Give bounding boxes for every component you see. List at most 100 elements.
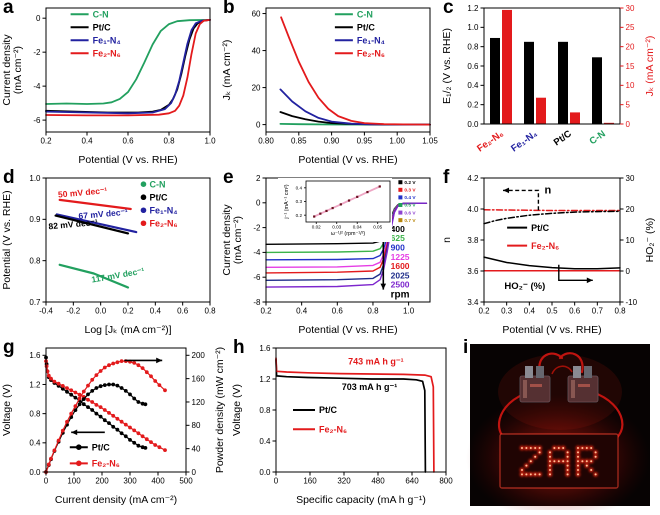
svg-text:0.02: 0.02: [312, 225, 321, 230]
svg-text:Potential (V vs. RHE): Potential (V vs. RHE): [502, 324, 601, 336]
svg-text:0.85: 0.85: [291, 137, 307, 146]
svg-text:-6: -6: [253, 273, 261, 282]
svg-text:0: 0: [44, 477, 49, 486]
svg-text:20: 20: [252, 83, 261, 92]
svg-text:0.2: 0.2: [260, 307, 272, 316]
series-Fe₂-N₆: [45, 18, 211, 117]
svg-text:703 mA h g⁻¹: 703 mA h g⁻¹: [342, 382, 397, 392]
svg-text:0: 0: [626, 267, 631, 276]
svg-text:1.2: 1.2: [467, 4, 479, 13]
panel-label-h: h: [233, 337, 245, 358]
svg-text:C-N: C-N: [93, 9, 109, 19]
svg-text:3.6: 3.6: [467, 267, 479, 276]
svg-text:400: 400: [151, 477, 165, 486]
plot-g: 0 100 200 300 400 500 0.0 0.4 0.8 1.2 1.6 0 40 80 120 1…: [1, 347, 226, 506]
svg-text:Potential (V vs. RHE): Potential (V vs. RHE): [298, 154, 397, 166]
panel-label-f: f: [443, 167, 450, 188]
svg-text:160: 160: [303, 477, 317, 486]
svg-text:Voltage (V): Voltage (V): [1, 384, 13, 436]
svg-text:80: 80: [192, 421, 201, 430]
svg-text:-4: -4: [253, 248, 261, 257]
series-C-N: [45, 18, 211, 105]
panel-f-chart: 0.2 0.3 0.4 0.5 0.6 0.7 0.8 3.4 3.6 3.8 4.0 4.2 -10 0…: [440, 170, 660, 340]
svg-text:20: 20: [626, 42, 635, 51]
plot-inset: 0.02 0.03 0.04 0.05 0.2 0.3 0.4 ω⁻¹/² (rpm⁻¹/²)…: [278, 178, 416, 242]
panel-i-svg: [466, 344, 650, 515]
panel-a: a 0.2 0.4 0.6 0.8 1.0 0 -2 -4 -6 Potential (V vs.…: [0, 0, 220, 170]
svg-text:Fe₂-N₆: Fe₂-N₆: [357, 49, 385, 59]
svg-text:0.5 V: 0.5 V: [404, 203, 416, 209]
panel-a-chart: 0.2 0.4 0.6 0.8 1.0 0 -2 -4 -6 Potential (V vs. R…: [0, 0, 220, 170]
svg-text:-10: -10: [626, 298, 638, 307]
svg-text:E₁/₂ (V vs. RHE): E₁/₂ (V vs. RHE): [441, 28, 453, 104]
svg-text:0.2: 0.2: [467, 100, 479, 109]
svg-text:2: 2: [256, 174, 261, 183]
svg-text:0.4: 0.4: [296, 307, 308, 316]
svg-text:0.4 V: 0.4 V: [404, 195, 416, 201]
svg-text:Fe₂-N₆: Fe₂-N₆: [93, 49, 121, 59]
svg-text:Pt/C: Pt/C: [149, 192, 168, 202]
svg-text:HO₂⁻ (%): HO₂⁻ (%): [504, 281, 545, 292]
svg-text:Fe₂-N₆: Fe₂-N₆: [149, 219, 177, 229]
svg-text:40: 40: [252, 46, 261, 55]
panel-g-chart: 0 100 200 300 400 500 0.0 0.4 0.8 1.2 1.6 0 40 80 120 1…: [0, 340, 230, 510]
svg-text:-2: -2: [33, 48, 41, 57]
series-n Pt/C: [483, 210, 621, 225]
svg-text:0.6: 0.6: [467, 62, 479, 71]
panel-i: i: [460, 337, 660, 515]
svg-text:0.8: 0.8: [467, 42, 479, 51]
svg-text:30: 30: [626, 4, 635, 13]
svg-text:0.4: 0.4: [296, 185, 303, 190]
svg-text:Current density: Current density: [1, 34, 13, 106]
svg-text:Pt/C: Pt/C: [531, 223, 550, 233]
svg-text:1.2: 1.2: [29, 380, 41, 389]
svg-text:j⁻¹ (mA⁻¹ cm²): j⁻¹ (mA⁻¹ cm²): [284, 184, 290, 219]
svg-text:0.3: 0.3: [501, 307, 513, 316]
svg-text:Specific capacity (mA h g⁻¹): Specific capacity (mA h g⁻¹): [296, 494, 426, 506]
svg-text:0.6: 0.6: [122, 137, 134, 146]
panel-d-svg: -0.4 -0.2 0.0 0.2 0.4 0.6 0.8 0.7 0.8 0.9 1.0 Log […: [1, 174, 216, 336]
svg-text:-0.4: -0.4: [39, 307, 53, 316]
series-K-L points: [313, 185, 381, 218]
svg-text:-4: -4: [33, 82, 41, 91]
panel-label-c: c: [443, 0, 454, 18]
series-Fe₁-N₄: [45, 18, 211, 115]
svg-text:743 mA h g⁻¹: 743 mA h g⁻¹: [348, 357, 403, 367]
svg-text:ω⁻¹/² (rpm⁻¹/²): ω⁻¹/² (rpm⁻¹/²): [331, 231, 366, 237]
svg-text:Fe₂-N₆: Fe₂-N₆: [92, 459, 120, 469]
svg-text:0.8: 0.8: [163, 137, 175, 146]
svg-text:0.6 V: 0.6 V: [404, 210, 416, 216]
svg-text:0.80: 0.80: [258, 137, 274, 146]
svg-text:C-N: C-N: [357, 9, 373, 19]
svg-text:0.7 V: 0.7 V: [404, 218, 416, 224]
svg-text:0.6: 0.6: [177, 307, 189, 316]
svg-text:0.0: 0.0: [259, 468, 271, 477]
series-Pt/C: [45, 18, 211, 114]
bar-e12-Fe₂-N₆: [490, 37, 500, 124]
plot-a: 0.2 0.4 0.6 0.8 1.0 0 -2 -4 -6 Potential (V vs. R…: [1, 7, 216, 166]
svg-text:1.6: 1.6: [29, 351, 41, 360]
svg-text:-2: -2: [253, 223, 261, 232]
svg-text:4.0: 4.0: [467, 205, 479, 214]
svg-text:625: 625: [391, 233, 405, 243]
svg-text:60: 60: [252, 9, 261, 18]
svg-text:1.0: 1.0: [403, 307, 415, 316]
svg-text:117 mV dec⁻¹: 117 mV dec⁻¹: [91, 265, 146, 284]
plot-d: -0.4 -0.2 0.0 0.2 0.4 0.6 0.8 0.7 0.8 0.9 1.0 Log […: [1, 174, 216, 336]
svg-text:0.8: 0.8: [259, 406, 271, 415]
svg-text:0.2: 0.2: [296, 213, 303, 218]
bar-jk-Fe₁-N₄: [536, 97, 546, 124]
svg-text:800: 800: [439, 477, 453, 486]
svg-text:Fe₁-N₄: Fe₁-N₄: [149, 205, 177, 215]
bar-jk-Fe₂-N₆: [502, 9, 512, 124]
svg-text:Pt/C: Pt/C: [319, 405, 338, 415]
svg-text:Fe₂-N₆: Fe₂-N₆: [531, 241, 559, 251]
svg-text:Current density: Current density: [221, 204, 233, 276]
svg-text:Pt/C: Pt/C: [93, 22, 112, 32]
svg-text:0.2: 0.2: [122, 307, 134, 316]
svg-text:0.0: 0.0: [29, 468, 41, 477]
panel-label-i: i: [463, 337, 469, 358]
panel-c: c Fe₂-N₆ Fe₁-N₄ Pt/C C-N 0.0 0.2 0.4 0.6 0.8 1.0 1…: [440, 0, 660, 170]
svg-text:15: 15: [626, 62, 635, 71]
battery-right: [567, 366, 599, 403]
